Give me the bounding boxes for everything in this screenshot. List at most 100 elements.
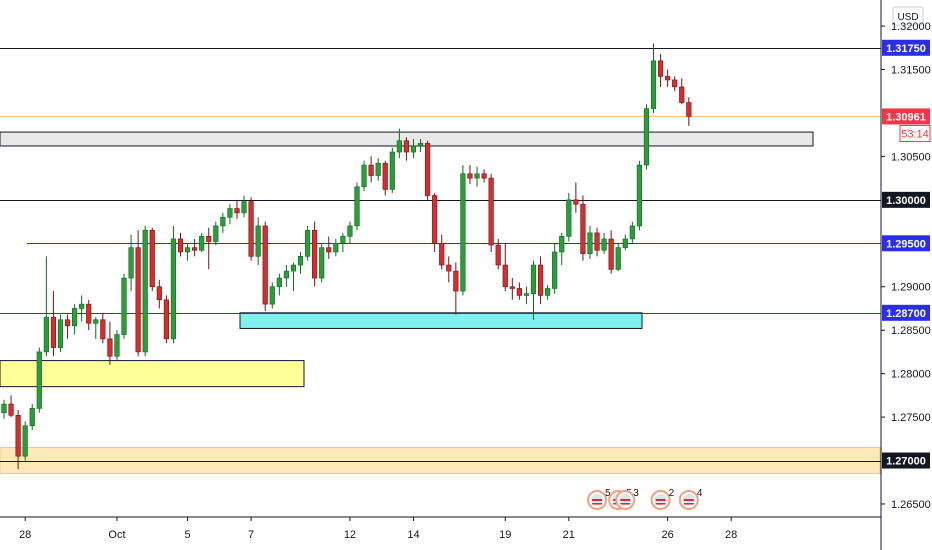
- candle-body: [615, 247, 621, 270]
- horizontal-levels: [0, 48, 881, 462]
- candle: [93, 317, 99, 339]
- event-flag-icon[interactable]: 2: [650, 488, 675, 510]
- candle-body: [650, 60, 657, 109]
- price-tag-0[interactable]: 1.31750: [882, 39, 930, 56]
- economic-events: 55324: [587, 488, 703, 510]
- event-stripe: [592, 503, 603, 505]
- candle: [587, 225, 593, 259]
- candle-body: [467, 173, 473, 179]
- price-tag-1[interactable]: 1.30961 53:14: [882, 108, 931, 142]
- candle: [100, 312, 106, 344]
- candle: [382, 160, 388, 196]
- candle-body: [636, 164, 642, 227]
- candle-body: [199, 236, 205, 251]
- price-tag-4[interactable]: 1.28700: [882, 304, 930, 321]
- candle-body: [417, 143, 424, 147]
- candle: [537, 256, 544, 305]
- candle-body: [227, 208, 233, 218]
- candle-body: [283, 270, 290, 279]
- candle: [347, 221, 353, 244]
- price-tag-label: 1.27000: [886, 456, 926, 468]
- price-tag-3[interactable]: 1.29500: [882, 235, 930, 252]
- candle: [601, 232, 607, 254]
- candle: [135, 230, 141, 357]
- zone-3[interactable]: [0, 446, 881, 475]
- x-tick-label: 14: [407, 529, 419, 541]
- candle: [333, 238, 339, 257]
- candle: [319, 243, 325, 283]
- y-tick-label: 1.28500: [891, 325, 931, 337]
- event-flag-icon[interactable]: 3: [615, 488, 639, 510]
- candle-body: [686, 102, 692, 117]
- candle: [304, 225, 311, 261]
- candle-body: [333, 242, 339, 253]
- event-count: 5: [605, 488, 611, 499]
- candle: [255, 217, 261, 266]
- zone-1[interactable]: [239, 312, 643, 329]
- price-tag-bg: [882, 235, 930, 252]
- price-tag-bg: [882, 108, 930, 125]
- candle-body: [184, 247, 191, 253]
- candle: [43, 256, 49, 357]
- candle-body: [93, 319, 99, 324]
- candle-body: [382, 163, 388, 190]
- candle: [446, 256, 452, 283]
- price-tag-2[interactable]: 1.30000: [882, 191, 930, 208]
- event-stripe: [683, 499, 694, 501]
- candle-body: [481, 173, 487, 179]
- event-count: 3: [633, 488, 639, 499]
- candle-body: [559, 236, 565, 253]
- candle-body: [672, 79, 678, 88]
- zone-2[interactable]: [0, 360, 305, 388]
- price-tag-bg: [882, 39, 930, 56]
- candle-body: [573, 199, 579, 205]
- event-flag-icon[interactable]: 4: [678, 488, 703, 510]
- candle-body: [248, 201, 254, 257]
- candle-body: [319, 247, 325, 279]
- price-tag-label: 1.28700: [886, 308, 926, 320]
- candle: [368, 156, 374, 183]
- time-axis-ticks: 28 Oct 5 7 12 14 19 21 26 28: [19, 517, 737, 541]
- candle-body: [163, 299, 169, 340]
- candle-body: [15, 415, 21, 457]
- y-tick-label: 1.32000: [891, 21, 931, 33]
- price-tag-bg: [882, 452, 930, 469]
- x-tick-label: 26: [662, 529, 674, 541]
- candle: [107, 321, 113, 365]
- candle: [283, 265, 290, 287]
- x-tick-label: 28: [725, 529, 737, 541]
- candle: [474, 166, 480, 187]
- candle: [657, 53, 664, 87]
- candle-body: [629, 225, 635, 240]
- candle: [121, 273, 127, 339]
- countdown-label: 53:14: [901, 128, 929, 140]
- candle: [163, 295, 169, 344]
- candle-body: [276, 277, 282, 288]
- candle-body: [495, 244, 501, 266]
- candle: [15, 410, 21, 470]
- x-tick-label: 21: [563, 529, 575, 541]
- x-tick-label: 5: [184, 529, 190, 541]
- candlestick-series: [1, 43, 692, 470]
- candle: [552, 243, 558, 294]
- currency-badge[interactable]: USD: [892, 6, 924, 26]
- candle: [8, 395, 14, 418]
- event-flag-icon[interactable]: 5: [587, 488, 611, 510]
- candle: [460, 165, 466, 296]
- candle: [248, 197, 254, 261]
- candle: [199, 232, 205, 252]
- candle: [488, 173, 494, 252]
- candle-body: [255, 225, 261, 257]
- candle: [206, 227, 212, 270]
- price-tag-5[interactable]: 1.27000: [882, 452, 930, 469]
- candle: [86, 299, 92, 331]
- candle: [566, 192, 572, 242]
- price-axis-ticks: 1.32000 1.31500 1.30500 1.29000 1.28500 1.280…: [881, 21, 931, 511]
- event-stripe: [655, 499, 666, 501]
- candle-body: [537, 264, 544, 296]
- candle: [1, 399, 7, 419]
- candle-body: [622, 238, 628, 248]
- candle: [432, 192, 438, 252]
- event-stripe: [655, 503, 666, 505]
